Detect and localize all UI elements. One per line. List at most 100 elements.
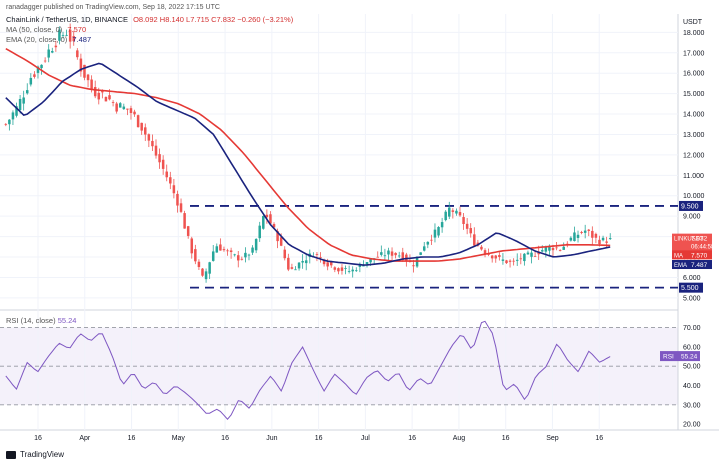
price-tick-label: 6.000 bbox=[683, 275, 701, 282]
chart-legend: ChainLink / TetherUS, 1D, BINANCE O8.092… bbox=[6, 15, 296, 45]
candle-body bbox=[419, 252, 422, 255]
time-tick-label: Apr bbox=[79, 435, 91, 442]
time-tick-label: May bbox=[172, 435, 186, 442]
candle-body bbox=[215, 246, 219, 253]
candle-body bbox=[47, 49, 50, 58]
candle-body bbox=[222, 249, 226, 251]
candle-body bbox=[43, 60, 47, 62]
candle-body bbox=[519, 258, 523, 260]
candle-body bbox=[279, 237, 283, 246]
candle-body bbox=[211, 251, 215, 261]
candle-body bbox=[133, 111, 136, 115]
candle-body bbox=[505, 260, 508, 264]
price-tick-label: 13.000 bbox=[683, 132, 705, 139]
candle-body bbox=[401, 252, 405, 261]
price-tick-label: 10.000 bbox=[683, 193, 705, 200]
ma-50-line bbox=[5, 48, 611, 262]
candle-body bbox=[111, 102, 115, 103]
candle-body bbox=[362, 265, 365, 267]
candle-body bbox=[515, 259, 519, 261]
candle-body bbox=[315, 254, 319, 255]
candle-body bbox=[369, 258, 372, 263]
candle-body bbox=[437, 227, 440, 236]
candle-body bbox=[151, 140, 154, 147]
candle-body bbox=[526, 252, 530, 255]
countdown-label: 06:44:58 bbox=[691, 245, 715, 251]
candle-body bbox=[365, 262, 369, 265]
publish-text: ranadagger published on TradingView.com,… bbox=[6, 4, 220, 11]
level-tag bbox=[679, 282, 703, 293]
candle-body bbox=[76, 50, 79, 58]
candle-body bbox=[226, 250, 229, 252]
tradingview-logo[interactable]: TradingView bbox=[6, 450, 64, 459]
level-tag-label: 9.500 bbox=[681, 203, 699, 210]
candle-body bbox=[337, 268, 340, 272]
rsi-legend-value: 55.24 bbox=[57, 316, 77, 325]
time-tick-label: 16 bbox=[502, 435, 510, 442]
candle-body bbox=[569, 237, 573, 241]
price-tick-label: 18.000 bbox=[683, 30, 705, 37]
candle-body bbox=[290, 267, 294, 269]
rsi-tag-label: RSI bbox=[663, 354, 674, 361]
candle-body bbox=[608, 238, 612, 240]
rsi-levels bbox=[0, 327, 678, 406]
price-tag-value: 7.487 bbox=[691, 262, 708, 269]
candle-body bbox=[451, 210, 455, 212]
price-tick-label: 12.000 bbox=[683, 152, 705, 159]
candle-body bbox=[594, 233, 598, 238]
rsi-tag-value: 55.24 bbox=[681, 354, 698, 361]
candle-body bbox=[258, 225, 261, 239]
candle-body bbox=[412, 265, 415, 267]
time-tick-label: Jul bbox=[361, 435, 370, 442]
candle-body bbox=[186, 226, 190, 236]
candle-body bbox=[440, 222, 444, 228]
candle-body bbox=[433, 229, 437, 238]
candle-body bbox=[183, 213, 186, 229]
candle-body bbox=[126, 108, 129, 110]
time-axis: 16 Apr 16 May 16 Jun 16 Jul 16 Aug 16 Sep 16 bbox=[34, 435, 603, 442]
candle-body bbox=[4, 123, 8, 125]
candle-body bbox=[208, 262, 211, 274]
price-tag bbox=[672, 250, 712, 260]
candle-body bbox=[219, 244, 222, 251]
candle-body bbox=[79, 58, 83, 72]
candle-body bbox=[562, 246, 565, 250]
time-tick-label: 16 bbox=[221, 435, 229, 442]
candle-body bbox=[90, 79, 93, 90]
candle-body bbox=[573, 232, 576, 242]
candle-body bbox=[455, 210, 458, 214]
rsi-tick-label: 60.00 bbox=[683, 344, 701, 351]
candle-body bbox=[97, 92, 101, 100]
candle-body bbox=[347, 271, 351, 272]
tradingview-logo-icon bbox=[6, 450, 16, 459]
candle-body bbox=[333, 267, 337, 270]
ma-label: MA (50, close, 0) bbox=[6, 25, 63, 34]
candle-body bbox=[29, 77, 33, 85]
price-tick-label: 11.000 bbox=[683, 173, 704, 180]
candle-body bbox=[201, 268, 204, 276]
symbol-name: ChainLink / TetherUS, 1D, BINANCE bbox=[6, 15, 128, 24]
candle-body bbox=[462, 217, 465, 225]
candle-body bbox=[598, 239, 601, 245]
candle-body bbox=[576, 234, 580, 238]
price-chart[interactable]: 9.500 5.500 18.000 17.000 16.000 15.000 14.00… bbox=[0, 0, 719, 446]
candle-body bbox=[430, 239, 433, 241]
candle-body bbox=[262, 215, 265, 229]
candle-body bbox=[233, 254, 236, 256]
candle-body bbox=[544, 246, 548, 252]
candle-body bbox=[469, 228, 472, 234]
candle-body bbox=[548, 245, 551, 251]
candle-body bbox=[387, 250, 390, 255]
candle-body bbox=[283, 249, 287, 259]
candle-body bbox=[129, 108, 133, 114]
candle-body bbox=[54, 45, 58, 48]
candle-body bbox=[340, 267, 344, 271]
candle-body bbox=[498, 255, 501, 257]
candle-body bbox=[176, 193, 179, 206]
candle-body bbox=[351, 269, 354, 272]
candle-body bbox=[587, 229, 591, 231]
candle-body bbox=[322, 259, 326, 265]
ma-value: 7.570 bbox=[67, 25, 87, 34]
candle-body bbox=[494, 255, 498, 259]
tradingview-logo-text: TradingView bbox=[20, 450, 65, 459]
